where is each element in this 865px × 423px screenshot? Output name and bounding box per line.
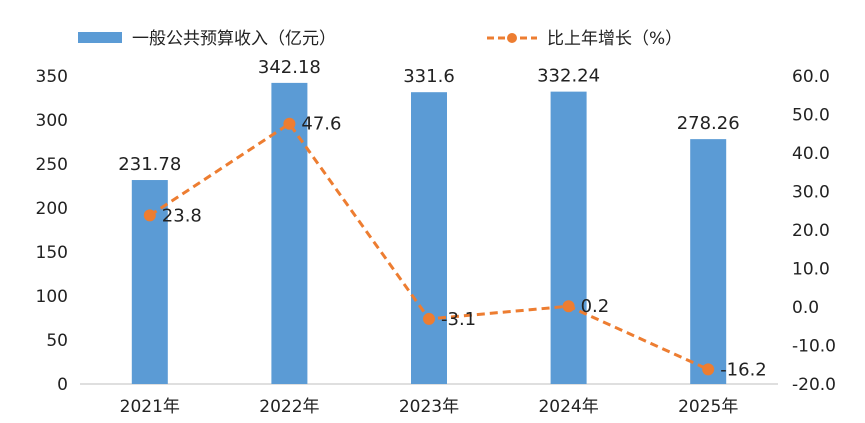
x-tick-label: 2021年 [120, 397, 180, 417]
left-tick-label: 350 [36, 67, 68, 87]
legend-line-marker [507, 33, 517, 43]
left-tick-label: 250 [36, 155, 68, 175]
bar-value-label: 342.18 [258, 57, 321, 78]
x-tick-label: 2023年 [399, 397, 459, 417]
x-tick-label: 2022年 [259, 397, 319, 417]
left-tick-label: 100 [36, 287, 68, 307]
x-tick-label: 2024年 [538, 397, 598, 417]
right-tick-label: 30.0 [792, 183, 830, 203]
bar [271, 82, 308, 385]
right-tick-label: -20.0 [792, 375, 836, 395]
bar-series [131, 82, 727, 385]
right-tick-label: 40.0 [792, 144, 830, 164]
bar [411, 92, 447, 384]
line-value-label: -16.2 [720, 359, 767, 380]
line-value-label: -3.1 [441, 309, 476, 330]
right-tick-label: 10.0 [792, 260, 830, 280]
legend-bar-swatch [78, 32, 122, 43]
bar-value-label: 231.78 [118, 154, 181, 175]
line-value-label: 23.8 [162, 205, 202, 226]
legend-line-label: 比上年增长（%） [547, 29, 682, 49]
bar [550, 91, 587, 385]
right-tick-label: -10.0 [792, 337, 836, 357]
right-tick-label: 20.0 [792, 221, 830, 241]
x-tick-label: 2025年 [678, 397, 738, 417]
bar-value-label: 331.6 [403, 66, 455, 87]
bar [690, 139, 727, 384]
line-value-label: 47.6 [301, 114, 341, 135]
right-tick-label: 60.0 [792, 67, 830, 87]
left-axis: 0 50 100 150 200 250 300 350 [36, 67, 68, 395]
left-tick-label: 150 [36, 243, 68, 263]
right-tick-label: 0.0 [792, 298, 819, 318]
line-point [283, 117, 296, 130]
line-point [562, 300, 575, 313]
left-tick-label: 50 [46, 331, 68, 351]
x-axis: 2021年 2022年 2023年 2024年 2025年 [120, 397, 739, 417]
legend-bar-label: 一般公共预算收入（亿元） [132, 29, 336, 49]
bar-value-label: 332.24 [537, 66, 600, 87]
left-tick-label: 300 [36, 111, 68, 131]
right-tick-label: 50.0 [792, 106, 830, 126]
line-value-label: 0.2 [581, 296, 610, 317]
right-axis: -20.0 -10.0 0.0 10.0 20.0 30.0 40.0 50.0 60.0 [792, 67, 836, 395]
legend: 一般公共预算收入（亿元） 比上年增长（%） [78, 29, 682, 49]
data-labels: 231.78 342.18 331.6 332.24 278.26 23.8 47.6 -3.… [118, 57, 766, 380]
line-series [143, 117, 715, 376]
bar-value-label: 278.26 [677, 113, 740, 134]
left-tick-label: 0 [57, 375, 68, 395]
line-point [143, 209, 156, 222]
line-point [702, 363, 715, 376]
left-tick-label: 200 [36, 199, 68, 219]
line-point [423, 312, 435, 325]
